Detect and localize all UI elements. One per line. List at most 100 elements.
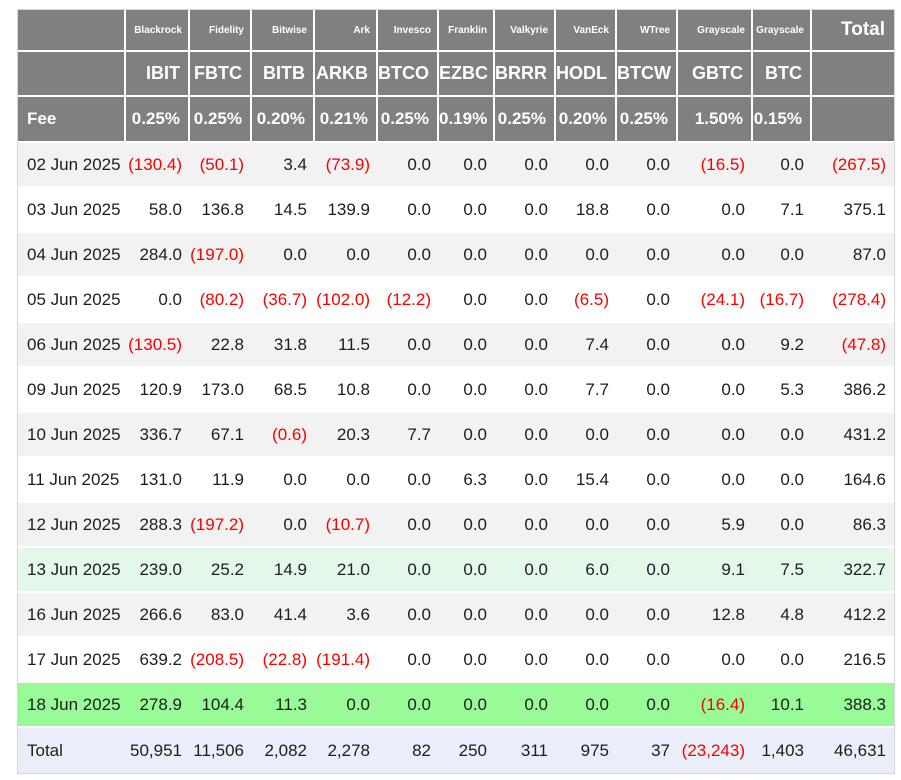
flow-value-cell: 7.7 [556,368,617,413]
total-value-cell: 50,951 [126,728,190,773]
flow-value-cell: 0.0 [556,143,617,188]
flow-value-cell: 639.2 [126,638,190,683]
flow-value-cell: 0.0 [439,278,495,323]
date-cell: 03 Jun 2025 [18,188,126,233]
flow-value-cell: 0.0 [495,368,556,413]
total-header-cell: Total [812,10,894,52]
flow-value-cell: (6.5) [556,278,617,323]
flow-value-cell: 0.0 [439,233,495,278]
row-total-cell: 322.7 [812,548,894,593]
flow-value-cell: 7.1 [753,188,812,233]
flow-value-cell: 0.0 [617,638,678,683]
flow-value-cell: 0.0 [556,503,617,548]
ticker-header-cell: BRRR [495,52,556,97]
flow-value-cell: 22.8 [190,323,252,368]
flow-value-cell: 0.0 [495,278,556,323]
ticker-header-cell: GBTC [678,52,753,97]
flow-value-cell: 7.7 [378,413,439,458]
flow-value-cell: 0.0 [378,368,439,413]
row-total-cell: 412.2 [812,593,894,638]
flow-value-cell: 0.0 [378,638,439,683]
row-total-cell: 386.2 [812,368,894,413]
flow-value-cell: 0.0 [678,188,753,233]
fee-value-cell: 0.20% [252,97,315,143]
row-total-cell: 87.0 [812,233,894,278]
flow-value-cell: 18.8 [556,188,617,233]
flow-value-cell: (16.5) [678,143,753,188]
flow-value-cell: 3.4 [252,143,315,188]
flow-value-cell: 0.0 [617,233,678,278]
flow-value-cell: (102.0) [315,278,378,323]
flow-value-cell: 0.0 [378,458,439,503]
flow-value-cell: 0.0 [753,413,812,458]
total-column-spacer-cell [812,97,894,143]
fee-value-cell: 0.25% [190,97,252,143]
flow-value-cell: 173.0 [190,368,252,413]
date-cell: 04 Jun 2025 [18,233,126,278]
provider-header-cell: Fidelity [190,10,252,52]
flow-value-cell: 41.4 [252,593,315,638]
flow-value-cell: 0.0 [753,638,812,683]
flow-value-cell: 0.0 [439,368,495,413]
provider-header-cell: WTree [617,10,678,52]
provider-header-cell: Franklin [439,10,495,52]
flow-value-cell: 0.0 [617,683,678,728]
fee-value-cell: 0.19% [439,97,495,143]
flow-value-cell: 0.0 [378,503,439,548]
ticker-header-cell: BITB [252,52,315,97]
table-row: 10 Jun 2025 336.7 67.1 (0.6) 20.3 7.7 0.0 0.0 0.… [18,413,894,458]
table-row: 12 Jun 2025 288.3 (197.2) 0.0 (10.7) 0.0 0.0 0.… [18,503,894,548]
flow-value-cell: 136.8 [190,188,252,233]
flow-value-cell: 0.0 [439,323,495,368]
ticker-header-cell: FBTC [190,52,252,97]
total-value-cell: 311 [495,728,556,773]
ticker-header-cell: IBIT [126,52,190,97]
row-total-cell: 388.3 [812,683,894,728]
flow-value-cell: 0.0 [617,143,678,188]
date-cell: 06 Jun 2025 [18,323,126,368]
fee-value-cell: 0.15% [753,97,812,143]
flow-value-cell: 9.2 [753,323,812,368]
flow-value-cell: (10.7) [315,503,378,548]
table-row: 17 Jun 2025 639.2 (208.5) (22.8) (191.4) 0.0 0… [18,638,894,683]
flow-value-cell: 0.0 [439,503,495,548]
flow-value-cell: (16.7) [753,278,812,323]
flow-value-cell: 11.3 [252,683,315,728]
flow-value-cell: 120.9 [126,368,190,413]
flow-value-cell: 0.0 [495,683,556,728]
flow-value-cell: 0.0 [495,638,556,683]
flow-value-cell: 14.5 [252,188,315,233]
date-cell: 11 Jun 2025 [18,458,126,503]
ticker-header-cell: HODL [556,52,617,97]
table-row: 05 Jun 2025 0.0 (80.2) (36.7) (102.0) (12.2) 0… [18,278,894,323]
flow-value-cell: 10.8 [315,368,378,413]
flow-value-cell: 4.8 [753,593,812,638]
flow-value-cell: (16.4) [678,683,753,728]
flow-value-cell: 0.0 [495,548,556,593]
date-cell: 18 Jun 2025 [18,683,126,728]
flow-value-cell: 278.9 [126,683,190,728]
flow-value-cell: 6.0 [556,548,617,593]
flow-value-cell: 0.0 [378,143,439,188]
row-total-cell: 164.6 [812,458,894,503]
date-cell: 10 Jun 2025 [18,413,126,458]
flow-value-cell: (50.1) [190,143,252,188]
flow-value-cell: (0.6) [252,413,315,458]
flow-value-cell: 0.0 [439,548,495,593]
flow-value-cell: 0.0 [556,683,617,728]
provider-header-cell: Grayscale [753,10,812,52]
flow-value-cell: 0.0 [439,188,495,233]
provider-header-cell: Valkyrie [495,10,556,52]
flow-value-cell: 0.0 [617,593,678,638]
flow-value-cell: 67.1 [190,413,252,458]
flow-value-cell: (197.0) [190,233,252,278]
date-cell: 09 Jun 2025 [18,368,126,413]
ticker-header-row: IBIT FBTC BITB ARKB BTCO EZBC BRRR HODL BTCW GBTC… [18,52,894,97]
flow-value-cell: 139.9 [315,188,378,233]
flow-value-cell: 0.0 [378,188,439,233]
flow-value-cell: 336.7 [126,413,190,458]
fee-value-cell: 0.21% [315,97,378,143]
provider-header-cell: Invesco [378,10,439,52]
fee-value-cell: 0.20% [556,97,617,143]
provider-header-row: Blackrock Fidelity Bitwise Ark Invesco Frankl… [18,10,894,52]
